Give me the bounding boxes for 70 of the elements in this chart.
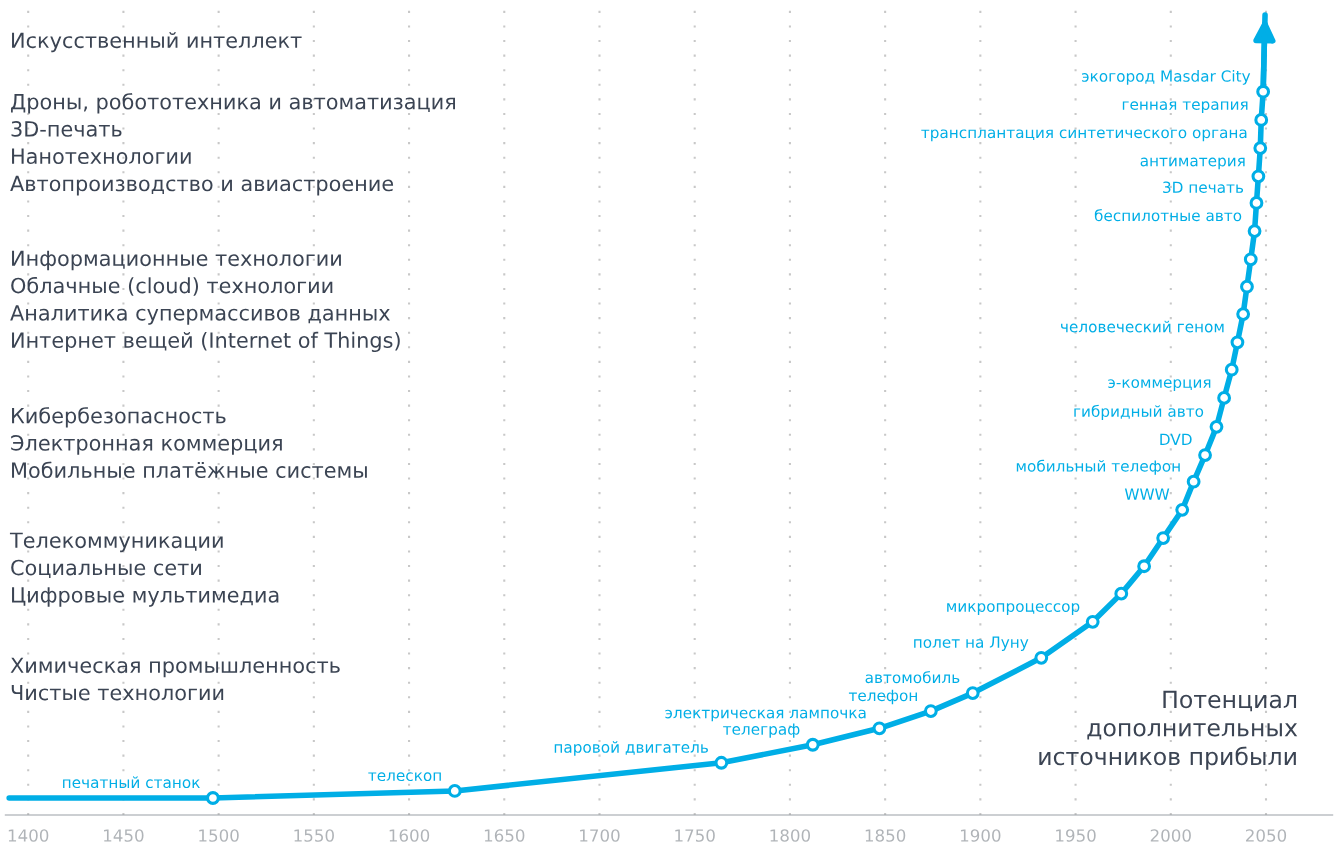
point: [1254, 113, 1269, 127]
x-tick-label: 1600: [389, 829, 430, 842]
x-tick-label: 1950: [1056, 829, 1096, 842]
annotation: Кибербезопасность Электронная коммерция Мобильные платёжные системы: [11, 407, 367, 479]
annotation: телескоп: [368, 772, 441, 782]
annotation: телеграф: [723, 723, 800, 738]
point: [1249, 196, 1264, 210]
annotation: Информационные технологии Облачные (cloud) технологии Аналитика супермассивов данных Интернет вещей (Internet of Things): [10, 250, 400, 353]
annotation: DVD: [1160, 433, 1192, 445]
x-tick-label: 1400: [8, 829, 49, 842]
point: [923, 704, 938, 718]
x-tick-label: 1900: [960, 829, 1001, 842]
annotation: 3D печать: [1163, 181, 1244, 194]
x-tick-label: 1800: [770, 829, 811, 842]
point: [1256, 84, 1271, 99]
point: [1186, 474, 1201, 489]
x-tick-label: 1500: [199, 829, 239, 842]
x-tick-label: 1450: [104, 829, 144, 842]
annotation: Химическая промышленность Чистые технологии: [10, 657, 340, 701]
x-tick-label: 2050: [1246, 829, 1287, 842]
annotation: экогород Masdar City: [1082, 70, 1251, 85]
point: [1230, 335, 1245, 350]
annotation: печатный станок: [63, 776, 200, 789]
point: [1243, 252, 1258, 267]
point: [1251, 169, 1266, 184]
point: [1085, 614, 1100, 629]
annotation: паровой двигатель: [554, 741, 708, 756]
annotation: Дроны, робототехника и автоматизация 3D-печать Нанотехнологии Автопроизводство и авиастроение: [10, 93, 455, 196]
point: [1253, 141, 1268, 156]
point: [1224, 362, 1239, 377]
point: [872, 721, 887, 736]
point: [1114, 586, 1129, 601]
point: [1217, 390, 1232, 405]
x-tick-label: 1650: [484, 829, 525, 842]
annotation: генная терапия: [1122, 101, 1248, 113]
annotation: полет на Луну: [914, 636, 1029, 651]
annotation: человеческий геном: [1061, 320, 1224, 333]
x-tick-label: 2000: [1150, 829, 1191, 842]
point: [965, 686, 980, 700]
point: [1209, 419, 1224, 434]
x-tick-label: 1550: [294, 829, 334, 842]
annotation: гибридный авто: [1074, 404, 1204, 420]
x-tick-label: 1850: [865, 829, 906, 842]
point: [805, 737, 820, 752]
annotation: мобильный телефон: [1016, 459, 1180, 475]
point: [1236, 307, 1251, 322]
annotation: Потенциал дополнительных источников прибыли: [1039, 690, 1298, 770]
annotation: телефон: [848, 689, 917, 705]
annotation: Телекоммуникации Социальные сети Цифровые мультимедиа: [9, 532, 279, 607]
annotation: э-коммерция: [1108, 379, 1211, 391]
annotation: Искусственный интеллект: [12, 32, 302, 53]
annotation: антиматерия: [1140, 157, 1245, 170]
point: [447, 784, 462, 798]
point: [1034, 650, 1049, 665]
point: [714, 755, 729, 770]
point: [1175, 502, 1190, 517]
point: [1137, 559, 1152, 574]
annotation: беспилотные авто: [1094, 209, 1242, 222]
annotation: трансплантация синтетического органа: [921, 129, 1247, 142]
point: [1247, 224, 1262, 239]
x-tick-label: 1750: [675, 829, 715, 842]
point: [1156, 531, 1171, 545]
annotation: микропроцессор: [947, 603, 1080, 615]
x-tick-label: 1700: [580, 829, 620, 842]
annotation: электрическая лампочка: [665, 709, 866, 722]
annotation: автомобиль: [865, 671, 960, 684]
annotation: WWW: [1124, 488, 1170, 500]
point: [1240, 279, 1254, 294]
point: [1198, 448, 1212, 462]
point: [206, 791, 220, 805]
